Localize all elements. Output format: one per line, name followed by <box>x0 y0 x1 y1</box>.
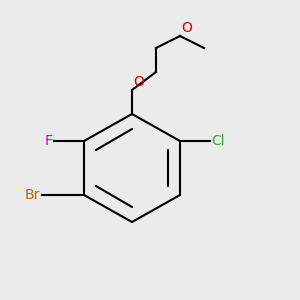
Text: Cl: Cl <box>212 134 225 148</box>
Text: F: F <box>44 134 52 148</box>
Text: O: O <box>182 20 192 34</box>
Text: Br: Br <box>25 188 40 202</box>
Text: O: O <box>134 74 144 88</box>
